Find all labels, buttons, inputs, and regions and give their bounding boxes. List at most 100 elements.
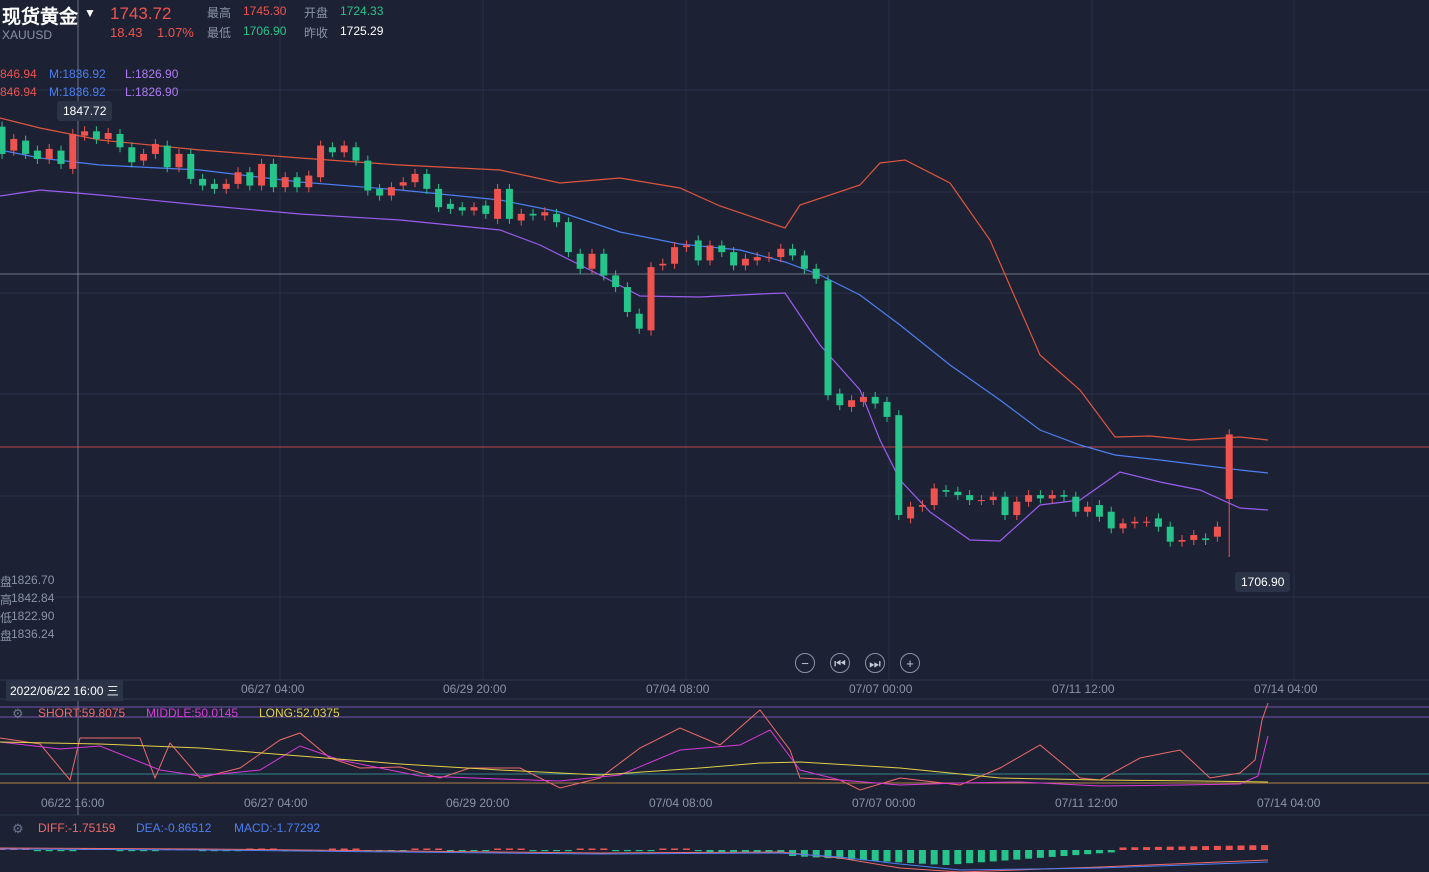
candle-body	[1107, 511, 1115, 529]
candle-body	[494, 188, 502, 219]
x-tick-3: 07/04 08:00	[646, 682, 710, 696]
candle-body	[671, 247, 679, 264]
readout-low-label: 低	[0, 611, 13, 625]
candle-body	[69, 133, 77, 169]
candle-body	[635, 313, 643, 329]
macd-bar	[1249, 845, 1257, 850]
macd-bar	[895, 850, 903, 863]
candle-body	[800, 255, 808, 269]
macd-bar	[458, 850, 466, 852]
macd-bar	[1095, 850, 1103, 854]
macd-bar	[128, 850, 136, 852]
macd-bar	[954, 850, 962, 865]
scroll-end-button[interactable]: ⏭	[865, 653, 885, 673]
candle-body	[1225, 434, 1233, 499]
rsi-settings-icon[interactable]: ⚙	[12, 706, 24, 721]
macd-bar	[553, 850, 561, 852]
candle-body	[812, 268, 820, 279]
candle-body	[435, 188, 443, 208]
macd-bar	[718, 850, 726, 852]
candle-body	[966, 495, 974, 501]
macd-bar	[1001, 850, 1009, 861]
price-change-percent: 1.07%	[157, 25, 194, 40]
rsi-short-legend: SHORT:59.8075	[38, 706, 126, 720]
zoom-out-button[interactable]: −	[795, 653, 815, 673]
instrument-title[interactable]: 现货黄金	[2, 7, 79, 28]
x-tick-4: 07/07 00:00	[849, 682, 913, 696]
candle-body	[1095, 505, 1103, 517]
readout-high-label: 高	[0, 593, 13, 607]
macd-bar	[45, 850, 53, 852]
macd-bar	[1202, 846, 1210, 850]
candle-body	[234, 172, 242, 184]
macd-bar	[812, 850, 820, 858]
candle-body	[45, 148, 53, 159]
macd-bar	[494, 848, 502, 850]
prev-close-value: 1725.29	[340, 24, 384, 38]
candle-body	[895, 415, 903, 516]
macd-bar	[470, 850, 478, 852]
candle-body	[269, 163, 277, 188]
instrument-dropdown-icon[interactable]: ▼	[84, 6, 96, 20]
candle-body	[564, 222, 572, 253]
candle-body	[600, 253, 608, 276]
candle-body	[151, 143, 159, 154]
macd-bar	[600, 848, 608, 850]
crosshair-price-tooltip: 1847.72	[57, 101, 113, 121]
candle-body	[175, 153, 183, 168]
sub-x-tick-5: 07/11 12:00	[1055, 796, 1118, 810]
macd-bar	[1154, 846, 1162, 850]
macd-bar	[741, 850, 749, 852]
macd-bar	[966, 850, 974, 864]
high-value: 1745.30	[243, 4, 287, 18]
macd-value-legend: MACD:-1.77292	[234, 821, 321, 835]
macd-diff-legend: DIFF:-1.75159	[38, 821, 116, 835]
macd-bar	[1261, 845, 1269, 850]
candle-body	[1048, 495, 1056, 499]
macd-bar	[1084, 850, 1092, 855]
candle-body	[470, 207, 478, 211]
candle-body	[140, 153, 148, 161]
candle-body	[246, 172, 254, 186]
macd-bar	[482, 850, 490, 852]
candle-body	[871, 396, 879, 404]
macd-bar	[328, 848, 336, 850]
candle-body	[340, 145, 348, 153]
candle-body	[777, 248, 785, 258]
macd-bar	[564, 850, 572, 852]
candle-body	[942, 490, 950, 492]
candle-body	[930, 488, 938, 506]
macd-bar	[706, 850, 714, 852]
candle-body	[1190, 535, 1198, 541]
macd-bar	[871, 850, 879, 861]
candle-body	[210, 183, 218, 189]
boll-lower-legend: L:1826.90	[125, 67, 179, 81]
macd-bar	[33, 850, 41, 852]
macd-bar	[1190, 846, 1198, 850]
macd-bar	[517, 848, 525, 850]
candle-body	[222, 183, 230, 189]
last-price: 1743.72	[110, 4, 172, 23]
candle-body	[718, 245, 726, 253]
sub-x-tick-4: 07/07 00:00	[852, 796, 916, 810]
candle-body	[0, 126, 6, 154]
prev-close-label: 昨收	[304, 26, 329, 40]
macd-bar	[340, 848, 348, 850]
macd-bar	[529, 850, 537, 852]
readout-high-value: 1842.84	[11, 591, 55, 605]
low-value: 1706.90	[243, 24, 287, 38]
macd-bar	[199, 850, 207, 852]
macd-settings-icon[interactable]: ⚙	[12, 821, 24, 836]
open-label: 开盘	[304, 6, 329, 20]
macd-bar	[859, 850, 867, 861]
macd-bar	[1060, 850, 1068, 856]
candle-body	[1060, 495, 1068, 497]
macd-bar	[836, 850, 844, 859]
candle-body	[789, 248, 797, 256]
zoom-in-button[interactable]: +	[900, 653, 920, 673]
macd-bar	[800, 850, 808, 857]
scroll-start-button[interactable]: ⏮	[830, 653, 850, 673]
candle-body	[1213, 526, 1221, 537]
candle-body	[423, 173, 431, 189]
